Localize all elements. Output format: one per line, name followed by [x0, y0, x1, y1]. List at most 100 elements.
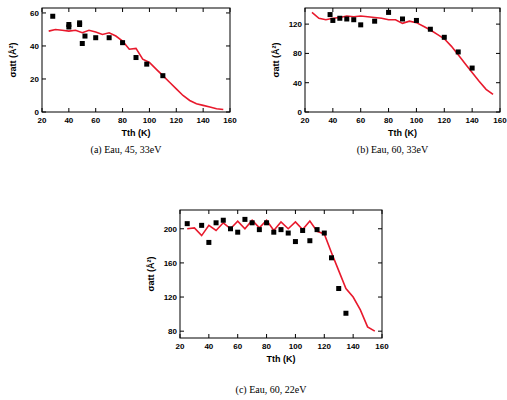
x-tick	[500, 8, 501, 12]
point	[185, 221, 190, 226]
x-tick	[68, 108, 69, 112]
x-tick-label: 100	[289, 342, 303, 351]
point	[66, 22, 71, 27]
y-tick-label: 120	[164, 293, 178, 302]
x-tick	[360, 108, 361, 112]
x-tick	[416, 108, 417, 112]
x-tick	[122, 8, 123, 12]
caption: (b) Eau, 60, 33eV	[357, 144, 429, 156]
point	[470, 66, 475, 71]
x-tick-label: 100	[143, 116, 157, 125]
line	[312, 12, 493, 94]
point	[134, 55, 139, 60]
point	[80, 41, 85, 46]
x-tick	[444, 108, 445, 112]
point	[315, 227, 320, 232]
line	[187, 220, 375, 331]
x-tick	[295, 334, 296, 338]
point	[372, 19, 377, 24]
point	[93, 35, 98, 40]
point	[279, 227, 284, 232]
x-tick	[353, 210, 354, 214]
point	[358, 22, 363, 27]
point	[206, 240, 211, 245]
x-tick	[295, 210, 296, 214]
y-tick	[226, 112, 230, 113]
x-axis-label: Tth (K)	[122, 128, 151, 138]
point	[286, 231, 291, 236]
x-tick	[176, 108, 177, 112]
x-tick-label: 40	[64, 116, 73, 125]
x-tick	[176, 8, 177, 12]
y-tick-label: 40	[293, 79, 302, 88]
x-tick-label: 160	[375, 342, 389, 351]
x-tick	[332, 8, 333, 12]
y-axis-label: σatt (Å²)	[271, 42, 281, 77]
y-tick	[378, 331, 382, 332]
figure: 204060801001201401600204060Tth (K)σatt (…	[0, 0, 507, 400]
y-tick	[305, 82, 309, 83]
y-tick-label: 160	[164, 259, 178, 268]
y-tick-label: 60	[30, 9, 39, 18]
x-tick-label: 20	[301, 116, 310, 125]
x-tick	[208, 210, 209, 214]
x-tick	[149, 108, 150, 112]
y-tick	[496, 53, 500, 54]
point	[300, 228, 305, 233]
x-tick	[266, 334, 267, 338]
point	[344, 16, 349, 21]
y-tick	[496, 112, 500, 113]
x-tick	[230, 108, 231, 112]
x-axis-label: Tth (K)	[267, 354, 296, 364]
panel: 2040608010012014016004080120Tth (K)σatt …	[271, 8, 507, 156]
y-tick-label: 0	[298, 108, 303, 117]
point	[400, 16, 405, 21]
y-tick	[226, 45, 230, 46]
x-tick	[42, 8, 43, 12]
x-tick	[353, 334, 354, 338]
y-tick	[42, 78, 46, 79]
y-tick-label: 80	[293, 49, 302, 58]
y-tick-label: 120	[289, 20, 303, 29]
x-tick-label: 80	[384, 116, 393, 125]
y-tick	[496, 24, 500, 25]
point	[77, 22, 82, 27]
y-tick	[305, 112, 309, 113]
point	[428, 27, 433, 32]
point	[386, 10, 391, 15]
x-tick	[203, 8, 204, 12]
point	[442, 35, 447, 40]
panel: 204060801001201401600204060Tth (K)σatt (…	[8, 8, 237, 156]
point	[221, 218, 226, 223]
y-tick	[226, 78, 230, 79]
y-tick	[305, 24, 309, 25]
x-tick	[382, 334, 383, 338]
point	[293, 239, 298, 244]
x-tick	[208, 334, 209, 338]
point	[343, 311, 348, 316]
y-tick	[42, 12, 46, 13]
x-tick-label: 120	[170, 116, 184, 125]
line	[49, 29, 224, 109]
x-tick	[382, 210, 383, 214]
x-tick	[324, 210, 325, 214]
point	[107, 35, 112, 40]
x-tick	[500, 108, 501, 112]
x-tick	[42, 108, 43, 112]
x-tick	[180, 210, 181, 214]
x-tick-label: 140	[346, 342, 360, 351]
point	[330, 18, 335, 23]
x-tick-label: 140	[465, 116, 479, 125]
x-tick-label: 80	[118, 116, 127, 125]
point	[242, 217, 247, 222]
point	[199, 223, 204, 228]
plot-area	[185, 217, 375, 331]
x-tick	[388, 108, 389, 112]
y-tick	[180, 297, 184, 298]
x-tick-label: 140	[196, 116, 210, 125]
y-tick-label: 20	[30, 75, 39, 84]
x-axis-label: Tth (K)	[388, 128, 417, 138]
point	[351, 17, 356, 22]
x-tick-label: 60	[233, 342, 242, 351]
x-tick-label: 80	[262, 342, 271, 351]
